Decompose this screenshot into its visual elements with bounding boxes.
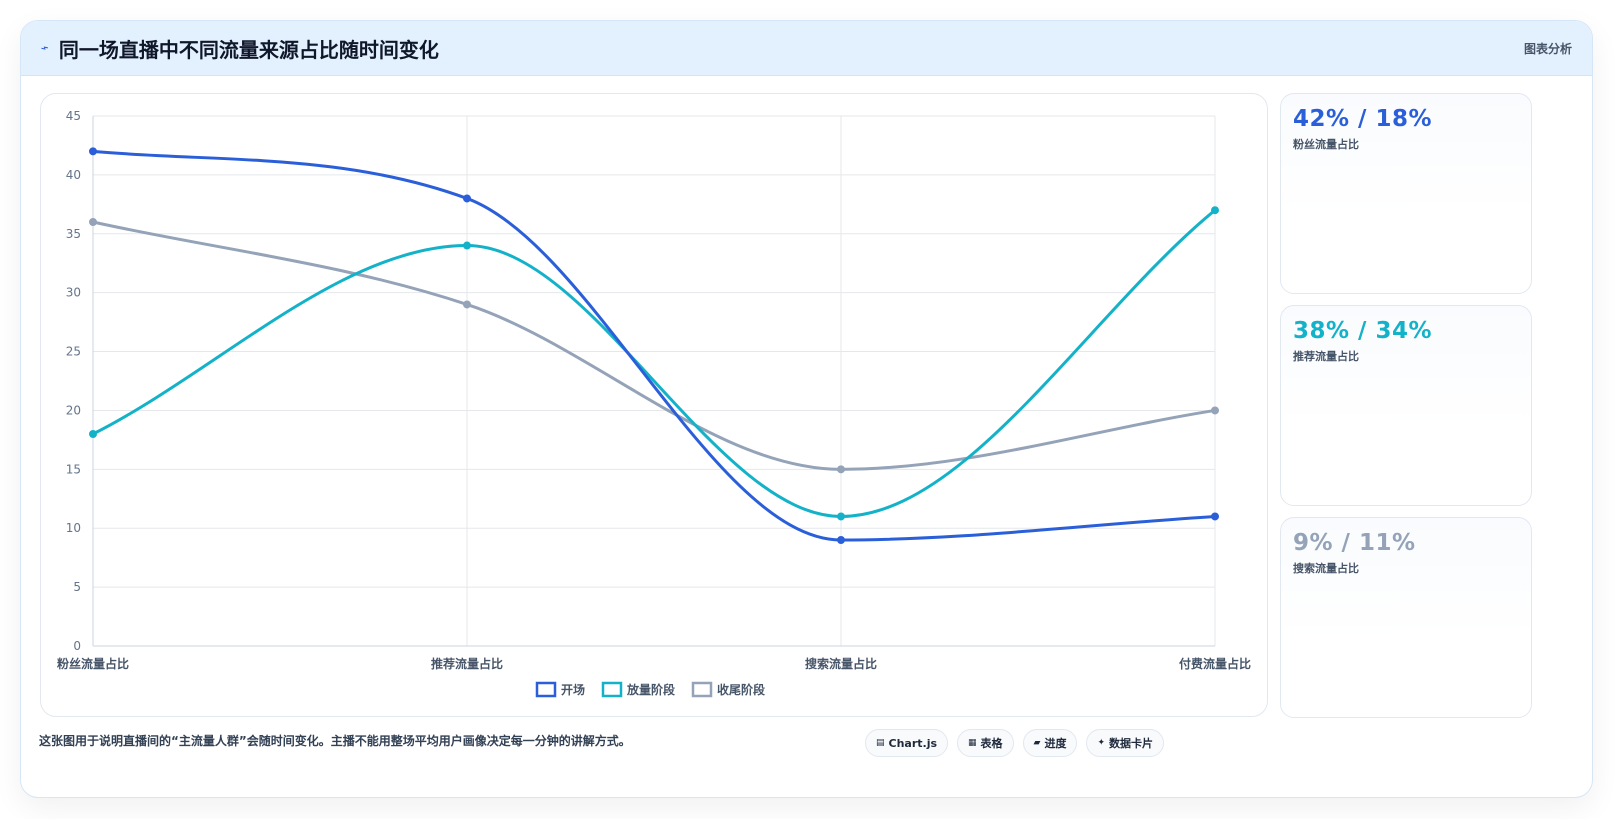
stat-value: 38% / 34% [1293,318,1433,344]
line-chart: 0 5 10 15 20 25 30 35 40 45 粉丝流量占比 推荐流量占比 搜索流量占比 付费流量… [57,109,1251,698]
legend-swatch [691,681,713,698]
y-tick-label: 40 [66,168,81,182]
data-point [1211,206,1219,215]
chart-icon: ▤ [876,738,885,748]
y-tick-label: 35 [66,227,81,241]
y-tick-label: 0 [73,639,81,653]
chip-label: Chart.js [888,736,938,750]
data-point [89,218,97,226]
chart-analysis-button[interactable]: 图表分析 [1523,41,1572,56]
card-header: ⌁ 同一场直播中不同流量来源占比随时间变化 图表分析 [21,21,1592,76]
chip-label: 数据卡片 [1109,737,1154,750]
table-icon: ▦ [968,738,977,748]
y-tick-label: 10 [66,521,81,535]
x-tick-label: 推荐流量占比 [431,656,503,671]
chartjs-chip[interactable]: ▤ Chart.js [865,729,949,757]
table-chip[interactable]: ▦ 表格 [957,729,1014,757]
page-title: 同一场直播中不同流量来源占比随时间变化 [58,37,439,62]
sparkle-icon: ✦ [1097,738,1106,748]
data-point [837,465,845,474]
stat-card-recommend: 38% / 34% 推荐流量占比 [1280,305,1532,506]
chip-group: ▤ Chart.js ▦ 表格 ▰ 进度 ✦ 数据卡片 [865,729,1165,757]
lightning-icon: ⌁ [38,39,52,57]
stat-label: 搜索流量占比 [1293,562,1359,575]
y-tick-label: 45 [66,109,81,123]
stat-value: 42% / 18% [1293,106,1433,132]
data-point [1211,406,1219,415]
legend-swatch [601,681,623,698]
series-line-2 [91,220,1217,471]
stat-value: 9% / 11% [1293,530,1416,556]
data-point [837,512,845,521]
data-point [463,194,471,203]
chip-label: 表格 [980,737,1003,750]
x-tick-label: 搜索流量占比 [805,656,877,671]
legend-label: 收尾阶段 [717,682,766,697]
chart-description: 这张图用于说明直播间的“主流量人群”会随时间变化。主播不能用整场平均用户画像决定… [39,734,631,748]
y-tick-label: 25 [66,345,81,359]
stat-card-search: 9% / 11% 搜索流量占比 [1280,517,1532,718]
data-point [1211,512,1219,521]
progress-icon: ▰ [1033,738,1041,748]
y-tick-label: 15 [66,462,81,476]
progress-chip[interactable]: ▰ 进度 [1022,729,1078,757]
legend-swatch [535,681,557,698]
data-point [89,147,97,156]
stat-label: 推荐流量占比 [1293,350,1359,363]
series-line-0 [91,149,1217,542]
y-tick-label: 5 [73,580,81,594]
y-tick-label: 20 [66,403,81,417]
x-tick-label: 付费流量占比 [1179,656,1251,671]
chart-card: ⌁ 同一场直播中不同流量来源占比随时间变化 图表分析 0 5 10 15 20 25 30 3… [20,20,1593,798]
chip-label: 进度 [1044,737,1067,750]
legend-label: 开场 [561,683,585,697]
data-point [89,430,97,438]
data-point [463,300,471,309]
stat-label: 粉丝流量占比 [1293,138,1359,151]
series-line-1 [91,208,1217,518]
y-tick-label: 30 [66,286,81,300]
chart-panel: 0 5 10 15 20 25 30 35 40 45 粉丝流量占比 推荐流量占比 搜索流量占比 付费流量… [40,93,1268,717]
stat-card-fans: 42% / 18% 粉丝流量占比 [1280,93,1532,294]
data-card-chip[interactable]: ✦ 数据卡片 [1086,729,1165,757]
data-point [463,241,471,250]
legend-label: 放量阶段 [626,682,676,697]
title-group: ⌁ 同一场直播中不同流量来源占比随时间变化 [38,34,439,63]
x-tick-label: 粉丝流量占比 [57,656,129,671]
data-point [837,536,845,544]
